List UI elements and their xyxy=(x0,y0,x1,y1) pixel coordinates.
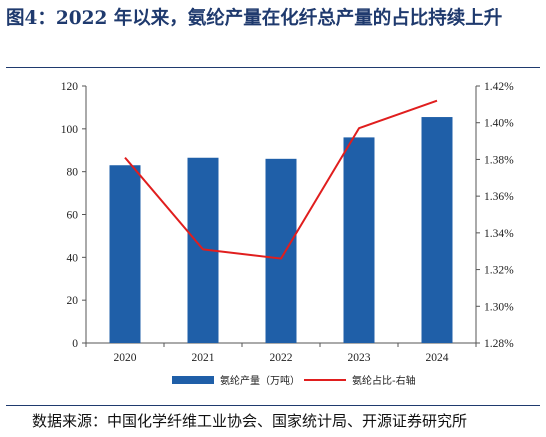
x-tick-label: 2024 xyxy=(426,352,449,364)
legend-line-label: 氨纶占比-右轴 xyxy=(352,374,416,387)
source-note: 数据来源：中国化学纤维工业协会、国家统计局、开源证券研究所 xyxy=(32,412,468,430)
right-tick-label: 1.30% xyxy=(484,301,514,313)
right-tick-label: 1.36% xyxy=(484,191,514,203)
left-tick-label: 120 xyxy=(61,81,79,93)
right-tick-label: 1.42% xyxy=(484,81,514,93)
bar xyxy=(343,137,375,343)
right-tick-label: 1.34% xyxy=(484,228,514,240)
right-tick-label: 1.28% xyxy=(484,338,514,350)
chart-title: 图4：2022 年以来，氨纶产量在化纤总产量的占比持续上升 xyxy=(6,8,503,29)
left-tick-label: 100 xyxy=(61,124,79,136)
bar xyxy=(421,117,453,343)
left-tick-label: 80 xyxy=(67,167,79,179)
left-tick-label: 20 xyxy=(67,295,79,307)
x-tick-label: 2023 xyxy=(348,352,371,364)
x-tick-label: 2020 xyxy=(114,352,137,364)
share-line xyxy=(124,99,438,260)
x-tick-label: 2021 xyxy=(192,352,215,364)
legend-bar-label: 氨纶产量（万吨） xyxy=(220,374,300,387)
x-tick-label: 2022 xyxy=(270,352,293,364)
source-divider xyxy=(6,405,540,406)
bar xyxy=(109,165,141,343)
right-tick-label: 1.38% xyxy=(484,154,514,166)
left-tick-label: 60 xyxy=(67,210,79,222)
right-tick-label: 1.32% xyxy=(484,265,514,277)
left-tick-label: 40 xyxy=(67,252,79,264)
right-tick-label: 1.40% xyxy=(484,118,514,130)
left-tick-label: 0 xyxy=(72,338,78,350)
legend-bar-swatch xyxy=(172,376,214,384)
title-divider xyxy=(6,67,540,68)
bar xyxy=(265,158,297,343)
